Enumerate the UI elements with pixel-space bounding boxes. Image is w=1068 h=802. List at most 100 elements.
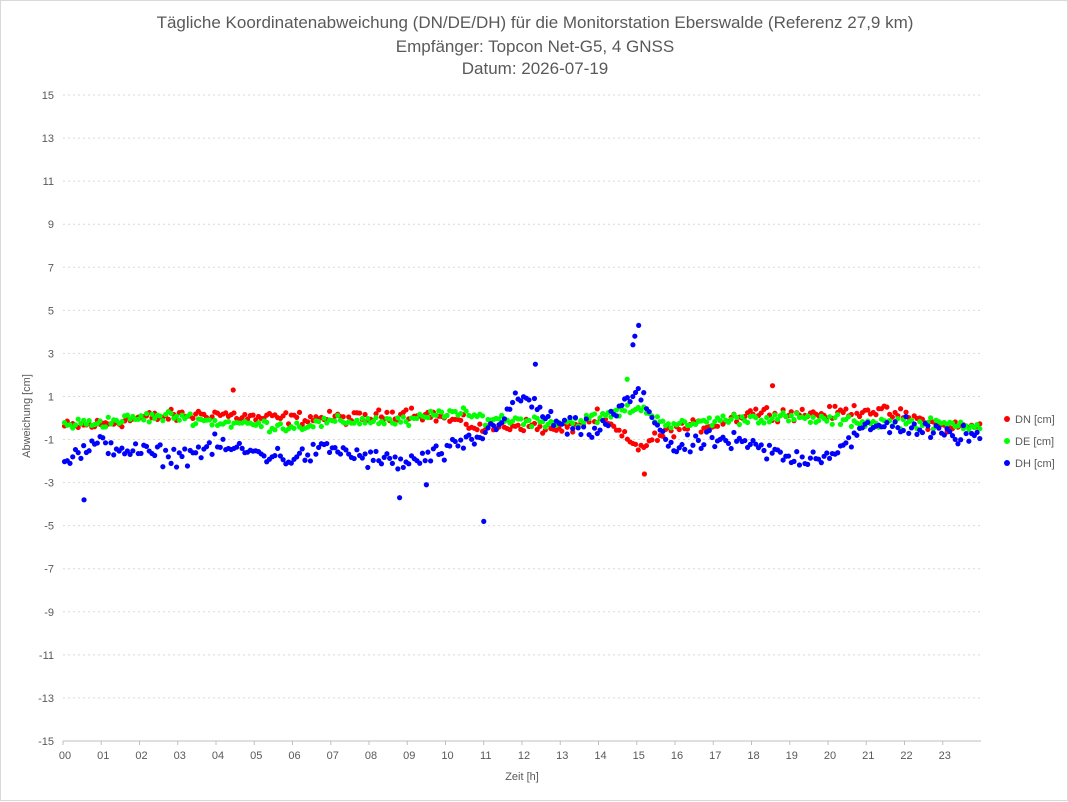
y-tick-label: 1 <box>48 391 54 403</box>
data-point-dh <box>930 430 936 436</box>
data-point-dh <box>482 429 488 436</box>
data-point-de <box>97 418 103 424</box>
data-point-dh <box>583 416 589 422</box>
data-point-dh <box>176 450 182 456</box>
legend-marker-de <box>1004 438 1010 444</box>
data-point-dh <box>307 458 314 464</box>
data-point-dn <box>851 402 857 409</box>
data-point-dh <box>706 427 712 434</box>
chart-subtitle-receiver: Empfänger: Topcon Net-G5, 4 GNSS <box>395 37 675 56</box>
data-point-dn <box>643 443 650 449</box>
data-point-de <box>706 415 712 421</box>
data-point-dh <box>78 455 84 461</box>
data-point-dh <box>299 446 305 452</box>
data-point-dn <box>641 471 648 477</box>
data-point-dh <box>417 460 423 466</box>
data-point-dh <box>966 438 972 444</box>
data-point-dn <box>384 409 390 415</box>
data-point-dh <box>455 443 461 449</box>
data-point-de <box>332 418 338 424</box>
data-point-dh <box>324 440 330 447</box>
data-point-dh <box>780 457 786 463</box>
data-point-dh <box>419 450 426 456</box>
data-point-dn <box>250 412 256 418</box>
data-point-dn <box>242 411 248 418</box>
data-point-de <box>400 414 406 420</box>
data-point-de <box>149 411 155 417</box>
data-point-dn <box>843 406 849 412</box>
data-point-de <box>794 410 800 416</box>
data-point-de <box>848 423 854 430</box>
data-point-de <box>682 419 688 425</box>
data-point-de <box>977 425 983 432</box>
data-point-dh <box>111 452 117 458</box>
data-point-dh <box>441 457 447 463</box>
data-point-dn <box>826 403 833 410</box>
data-point-dh <box>179 453 185 460</box>
data-point-dh <box>239 445 245 451</box>
data-point-de <box>83 421 89 427</box>
data-point-dh <box>769 450 775 456</box>
data-point-dh <box>294 454 300 460</box>
x-tick-label: 09 <box>403 750 415 762</box>
data-point-dh <box>362 451 368 457</box>
data-point-dh <box>947 429 953 435</box>
data-point-de <box>518 416 524 422</box>
data-point-de <box>783 413 789 419</box>
data-point-dh <box>605 423 611 429</box>
y-tick-label: -3 <box>44 478 54 490</box>
data-point-dn <box>676 426 682 433</box>
data-point-dh <box>70 454 76 460</box>
data-point-dn <box>564 424 570 430</box>
data-point-dh <box>859 425 865 431</box>
data-point-dh <box>550 422 557 429</box>
data-point-dh <box>572 414 579 421</box>
data-point-dh <box>81 443 87 449</box>
data-point-dh <box>742 437 748 444</box>
data-point-dh <box>889 423 895 430</box>
data-point-de <box>791 416 797 423</box>
data-point-dn <box>408 405 415 411</box>
y-tick-label: 3 <box>48 348 54 360</box>
data-point-dn <box>559 428 565 434</box>
data-point-dh <box>532 361 538 367</box>
data-point-dh <box>908 425 915 431</box>
x-tick-label: 18 <box>747 750 759 762</box>
data-point-dn <box>507 427 513 433</box>
data-point-dh <box>119 445 125 451</box>
x-tick-label: 22 <box>900 750 912 762</box>
data-point-dh <box>826 455 833 462</box>
x-tick-label: 04 <box>212 750 224 762</box>
data-point-dn <box>326 408 333 414</box>
x-tick-label: 12 <box>518 750 530 762</box>
data-point-dh <box>261 453 267 459</box>
data-point-de <box>272 427 278 433</box>
data-point-dh <box>212 431 218 437</box>
data-point-dh <box>668 439 674 445</box>
data-point-dh <box>895 424 901 431</box>
data-point-de <box>365 415 371 422</box>
data-point-de <box>206 417 212 423</box>
data-point-dh <box>316 444 322 451</box>
data-point-de <box>433 412 439 418</box>
data-point-dh <box>919 429 926 436</box>
data-point-de <box>668 425 674 431</box>
y-tick-label: 5 <box>48 305 54 317</box>
data-point-de <box>294 420 300 426</box>
x-tick-label: 16 <box>671 750 683 762</box>
data-point-dh <box>531 395 538 402</box>
data-point-de <box>81 417 87 423</box>
data-point-de <box>928 415 934 421</box>
data-point-dh <box>529 404 535 410</box>
data-point-dh <box>682 446 688 452</box>
data-point-dn <box>362 411 368 418</box>
data-point-dh <box>600 418 606 424</box>
data-point-dh <box>193 450 199 456</box>
data-point-dh <box>397 495 403 501</box>
data-point-dn <box>474 427 480 433</box>
data-point-de <box>86 417 92 424</box>
data-point-de <box>788 412 794 419</box>
data-point-de <box>395 415 401 421</box>
data-point-dh <box>272 453 278 459</box>
x-tick-label: 01 <box>97 750 109 762</box>
